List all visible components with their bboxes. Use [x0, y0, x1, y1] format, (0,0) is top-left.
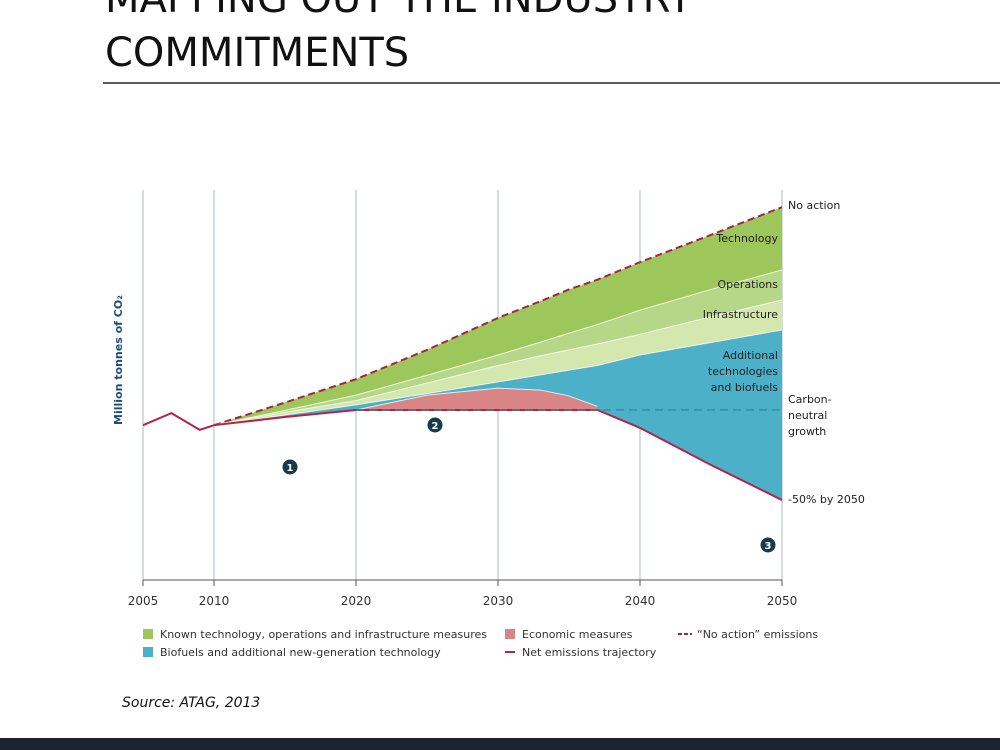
- x-tick-label: 2050: [767, 594, 798, 608]
- source: Source: ATAG, 2013: [122, 695, 260, 711]
- bottom-bar: [0, 738, 1000, 750]
- x-tick-label: 2005: [128, 594, 159, 608]
- x-tick-label: 2030: [483, 594, 514, 608]
- area-label: Infrastructure: [702, 307, 778, 321]
- marker-label: 2: [432, 421, 439, 432]
- area-label: Operations: [717, 277, 778, 291]
- boundary-line: [213, 269, 783, 426]
- slide-title: COMMITMENTS: [105, 30, 409, 76]
- marker: [282, 459, 298, 475]
- reference-label: Carbon-neutral growth: [788, 392, 832, 438]
- x-tick-label: 2010: [199, 594, 230, 608]
- x-tick-label: 2040: [625, 594, 656, 608]
- legend-swatch: [143, 647, 153, 657]
- legend-label: “No action” emissions: [697, 628, 818, 641]
- boundary-line: [213, 329, 783, 426]
- legend-label: Biofuels and additional new-generation t…: [160, 646, 441, 659]
- legend-label: Economic measures: [522, 628, 633, 641]
- legend-swatch: [143, 629, 153, 639]
- marker-label: 3: [765, 541, 772, 552]
- boundary-line: [355, 387, 598, 411]
- legend-swatch: [505, 629, 515, 639]
- area: [214, 330, 782, 501]
- legend-label: Net emissions trajectory: [522, 646, 657, 659]
- legend-label: Known technology, operations and infrast…: [160, 628, 487, 641]
- annotation: No action: [788, 199, 841, 213]
- y-axis-label: Million tonnes of CO₂: [112, 295, 125, 425]
- boundary-line: [213, 206, 783, 427]
- boundary-line: [213, 299, 783, 426]
- marker-label: 1: [287, 463, 294, 474]
- area-label: Technology: [716, 231, 778, 245]
- marker: [427, 417, 443, 433]
- annotation: -50% by 2050: [788, 493, 865, 507]
- area-label: Additional technologies and biofuels: [707, 349, 778, 394]
- slide-title-top: MAPPING OUT THE INDUSTRY: [105, 0, 693, 22]
- marker: [760, 537, 776, 553]
- area: [356, 388, 598, 410]
- x-tick-label: 2020: [341, 594, 372, 608]
